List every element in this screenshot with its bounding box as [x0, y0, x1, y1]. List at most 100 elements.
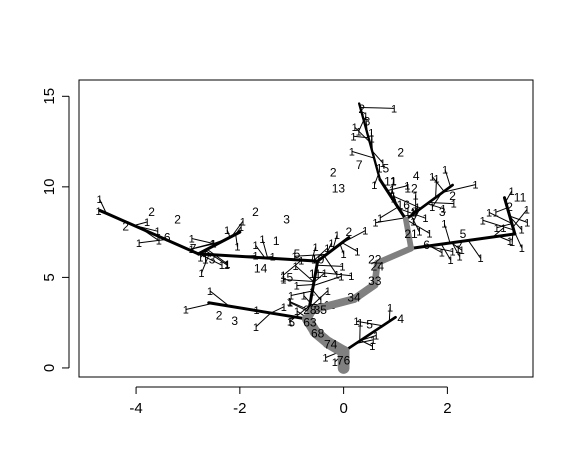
tip-count-label: 1 [281, 302, 287, 314]
branch-segment [207, 301, 309, 321]
twig [98, 210, 127, 223]
count-label: 16 [397, 198, 411, 212]
tip-count-label: 1 [287, 316, 293, 328]
tip-count-label: 1 [472, 180, 478, 192]
twig [505, 190, 512, 203]
twig [289, 302, 309, 313]
tip-count-label: 1 [312, 242, 318, 254]
tip-count-label: 1 [455, 244, 461, 256]
twig [296, 283, 314, 287]
twig [435, 178, 438, 198]
tip-count-label: 1 [197, 253, 203, 265]
count-label: 3 [283, 212, 290, 226]
twig [379, 206, 399, 219]
tip-count-label: 1 [509, 237, 515, 249]
count-label: 4 [397, 312, 404, 326]
twig [283, 259, 302, 276]
tip-count-label: 1 [478, 253, 484, 265]
twig [204, 249, 228, 266]
tip-count-label: 1 [332, 357, 338, 369]
twig [303, 295, 311, 303]
twig [371, 150, 384, 164]
tip-count-label: 1 [448, 255, 454, 267]
tip-count-label: 1 [294, 306, 300, 318]
tip-count-label: 1 [328, 238, 334, 250]
count-label: 6 [423, 238, 430, 252]
tip-count-label: 1 [183, 305, 189, 317]
count-label: 33 [368, 274, 382, 288]
tip-count-label: 1 [373, 331, 379, 343]
twig [498, 235, 510, 242]
twig [226, 229, 231, 238]
tip-count-label: 1 [350, 131, 356, 143]
twig [261, 238, 269, 259]
twig [283, 279, 315, 283]
tip-count-label: 1 [294, 281, 300, 293]
trunk-segment [374, 245, 415, 267]
twig [496, 223, 513, 229]
count-label: 22 [368, 252, 382, 266]
twig [511, 228, 514, 242]
count-label: 3 [364, 115, 371, 129]
count-label: 15 [280, 270, 294, 284]
count-label: 14 [254, 261, 268, 275]
twig [405, 218, 430, 234]
twig [495, 207, 508, 213]
tip-count-label: 1 [486, 207, 492, 219]
tip-count-label: 1 [322, 353, 328, 365]
twig [258, 256, 273, 259]
twig [313, 247, 328, 262]
twig [355, 339, 374, 344]
count-label: 3 [231, 314, 238, 328]
tip-count-label: 1 [391, 103, 397, 115]
twig [213, 237, 228, 245]
twig [354, 126, 371, 143]
twig [373, 173, 379, 186]
twig [512, 209, 528, 228]
y-tick-label: 15 [41, 88, 58, 105]
tip-count-label: 1 [154, 226, 160, 238]
tip-count-label: 1 [369, 341, 375, 353]
tip-count-label: 1 [339, 261, 345, 273]
tip-count-label: 1 [357, 318, 363, 330]
twig [133, 224, 158, 232]
count-label: 63 [303, 316, 317, 330]
twig [513, 230, 523, 249]
twig [431, 176, 445, 192]
tip-count-label: 1 [224, 260, 230, 272]
y-tick-label: 0 [41, 364, 58, 372]
tip-count-label: 1 [493, 207, 499, 219]
twig [391, 189, 398, 207]
twig [138, 238, 166, 244]
tip-count-label: 1 [210, 238, 216, 250]
tip-count-label: 1 [234, 242, 240, 254]
twig [451, 242, 460, 257]
tip-count-label: 1 [238, 222, 244, 234]
branch-segment [196, 252, 320, 263]
tip-count-label: 1 [371, 180, 377, 192]
count-label: 5 [460, 227, 467, 241]
twig [410, 215, 420, 232]
tip-count-label: 1 [293, 261, 299, 273]
twig [325, 242, 332, 255]
count-label: 5 [294, 247, 301, 261]
twig [390, 180, 395, 197]
tip-count-label: 1 [362, 226, 368, 238]
count-label: 2 [174, 212, 181, 226]
tip-count-label: 1 [253, 322, 259, 334]
twig [482, 219, 514, 231]
tip-count-label: 1 [441, 219, 447, 231]
twig [316, 264, 343, 267]
tip-count-label: 1 [321, 268, 327, 280]
count-label: 28 [303, 303, 317, 317]
count-label: 13 [202, 252, 216, 266]
twig [206, 248, 228, 265]
twig [375, 217, 405, 224]
count-label: 12 [404, 182, 418, 196]
count-label: 11 [384, 174, 397, 188]
tip-count-label: 1 [380, 158, 386, 170]
tip-count-label: 1 [519, 243, 525, 255]
count-label: 5 [366, 317, 373, 331]
twig [339, 243, 345, 255]
twig [185, 302, 213, 311]
